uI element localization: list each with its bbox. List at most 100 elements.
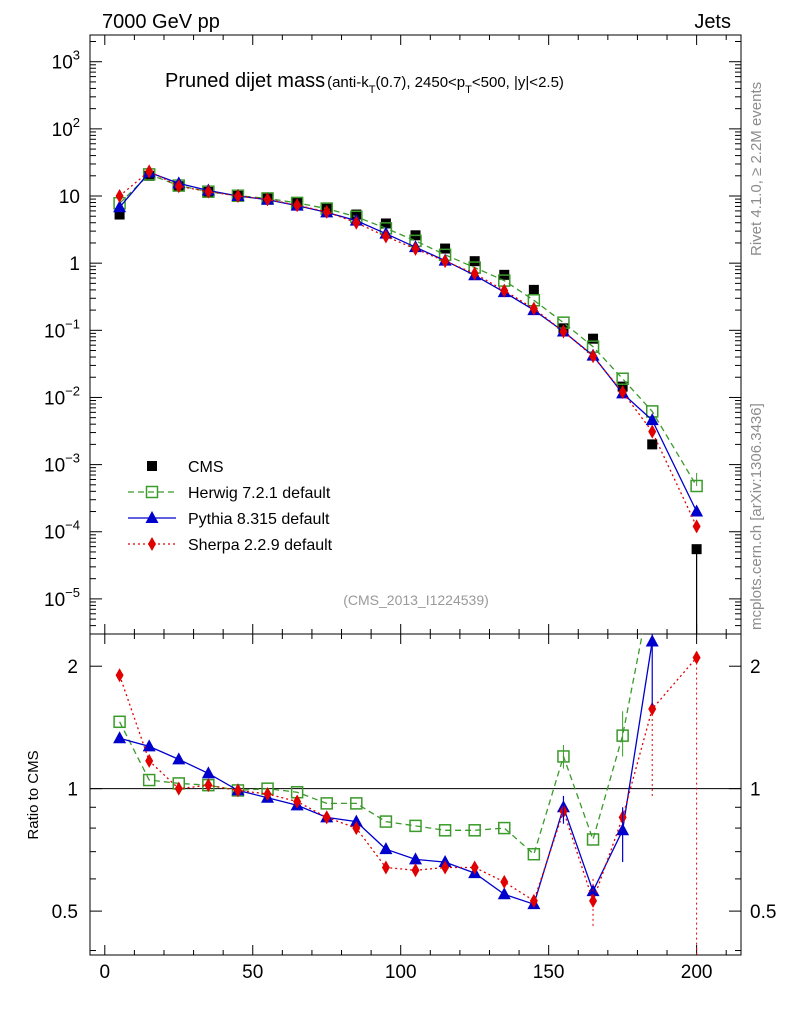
header-right: Jets bbox=[694, 11, 731, 33]
title-sub-b-sub: T bbox=[465, 84, 472, 96]
x-tick-label: 150 bbox=[533, 962, 565, 983]
ratio-point-sherpa-2-2-9-default bbox=[500, 874, 509, 889]
data-point-cms bbox=[647, 439, 658, 450]
plot-title: Pruned dijet mass (anti-kT(0.7), 2450<pT<… bbox=[165, 70, 564, 96]
data-point-sherpa-2-2-9-default bbox=[352, 215, 361, 230]
legend-marker-sherpa-2-2-9-default bbox=[148, 537, 156, 551]
data-point-sherpa-2-2-9-default bbox=[263, 192, 272, 207]
y-tick-base: 10 bbox=[44, 456, 65, 477]
ratio-tick-label-left: 0.5 bbox=[52, 902, 78, 923]
analysis-label: (CMS_2013_I1224539) bbox=[343, 592, 489, 608]
ratio-panel-frame bbox=[89, 633, 742, 956]
ratio-point-pythia-8-315-default bbox=[497, 887, 511, 900]
series-line-herwig-7-2-1-default bbox=[119, 173, 698, 487]
y-tick-base: 1 bbox=[69, 254, 80, 275]
legend: CMS Herwig 7.2.1 default Pythia 8.315 defa… bbox=[128, 459, 333, 554]
ratio-point-herwig-7-2-1-default bbox=[498, 821, 511, 835]
axes-layer: 0 50 100 150 20010−510−410−310−210−111010210… bbox=[44, 34, 776, 983]
y-tick-label: 103 bbox=[52, 48, 80, 74]
marks-layer bbox=[113, 164, 704, 955]
ratio-tick-label-left: 2 bbox=[67, 657, 78, 678]
series-line-sherpa-2-2-9-default bbox=[119, 170, 698, 527]
y-tick-base: 10 bbox=[44, 523, 65, 544]
ratio-tick-label-right: 0.5 bbox=[750, 902, 776, 923]
ratio-point-sherpa-2-2-9-default bbox=[470, 860, 479, 875]
ratio-point-herwig-7-2-1-default bbox=[468, 824, 481, 837]
data-point-pythia-8-315-default bbox=[645, 413, 659, 426]
ratio-point-sherpa-2-2-9-default bbox=[529, 893, 538, 908]
data-point-sherpa-2-2-9-default bbox=[470, 266, 479, 281]
data-point-sherpa-2-2-9-default bbox=[411, 241, 420, 256]
data-point-cms bbox=[588, 333, 599, 344]
y-tick-exponent: 2 bbox=[73, 115, 80, 130]
y-tick-label: 10−5 bbox=[44, 585, 80, 611]
ratio-point-herwig-7-2-1-default bbox=[142, 773, 156, 787]
data-point-pythia-8-315-default bbox=[113, 200, 127, 213]
data-point-cms bbox=[528, 284, 539, 295]
ratio-point-herwig-7-2-1-default bbox=[113, 715, 126, 729]
title-sub-a-sub: T bbox=[369, 84, 376, 96]
ratio-point-sherpa-2-2-9-default bbox=[441, 860, 450, 875]
y-tick-label: 10−1 bbox=[44, 316, 80, 342]
ratio-point-herwig-7-2-1-default bbox=[527, 847, 541, 861]
data-point-cms bbox=[469, 256, 480, 267]
y-tick-label: 1 bbox=[69, 254, 80, 275]
x-tick-label: 50 bbox=[242, 962, 263, 983]
ratio-point-pythia-8-315-default bbox=[142, 739, 156, 752]
data-point-sherpa-2-2-9-default bbox=[115, 189, 124, 204]
data-point-sherpa-2-2-9-default bbox=[322, 204, 331, 219]
ratio-point-pythia-8-315-default bbox=[349, 814, 363, 827]
data-point-cms bbox=[440, 243, 451, 254]
y-tick-label: 10−4 bbox=[44, 518, 80, 544]
x-tick-label: 200 bbox=[681, 962, 713, 983]
ratio-point-herwig-7-2-1-default bbox=[409, 819, 422, 833]
legend-label-pythia-8-315-default: Pythia 8.315 default bbox=[188, 511, 330, 528]
title-sub-a: (anti-k bbox=[327, 74, 369, 91]
data-point-sherpa-2-2-9-default bbox=[559, 324, 568, 339]
title-sub-c: <500, |y|<2.5) bbox=[472, 74, 564, 91]
ratio-point-sherpa-2-2-9-default bbox=[174, 781, 183, 796]
ratio-point-herwig-7-2-1-default bbox=[586, 833, 600, 846]
data-point-cms bbox=[114, 209, 125, 220]
ratio-point-sherpa-2-2-9-default bbox=[411, 863, 420, 878]
y-tick-label: 10 bbox=[59, 187, 80, 208]
ratio-tick-label-right: 2 bbox=[750, 657, 761, 678]
ratio-tick-label-left: 1 bbox=[67, 780, 78, 801]
mcplots-label: mcplots.cern.ch [arXiv:1306.3436] bbox=[748, 403, 765, 630]
data-point-sherpa-2-2-9-default bbox=[648, 424, 657, 439]
ratio-point-herwig-7-2-1-default bbox=[647, 578, 658, 589]
data-point-sherpa-2-2-9-default bbox=[500, 283, 509, 298]
data-point-sherpa-2-2-9-default bbox=[204, 184, 213, 199]
y-tick-exponent: 3 bbox=[73, 48, 80, 63]
y-tick-base: 10 bbox=[59, 187, 80, 208]
legend-marker-cms bbox=[147, 461, 157, 471]
y-tick-exponent: −5 bbox=[65, 585, 80, 600]
rivet-version-label: Rivet 4.1.0, ≥ 2.2M events bbox=[748, 82, 765, 256]
title-main: Pruned dijet mass bbox=[165, 70, 325, 92]
ratio-point-pythia-8-315-default bbox=[409, 852, 422, 865]
data-point-sherpa-2-2-9-default bbox=[381, 229, 390, 244]
ratio-point-sherpa-2-2-9-default bbox=[352, 821, 361, 836]
ratio-line-sherpa-2-2-9-default bbox=[118, 657, 698, 903]
y-tick-base: 10 bbox=[44, 321, 65, 342]
data-point-sherpa-2-2-9-default bbox=[145, 164, 154, 179]
y-tick-label: 10−2 bbox=[44, 383, 80, 409]
ratio-tick-label-right: 1 bbox=[750, 780, 761, 801]
legend-marker-pythia-8-315-default bbox=[145, 511, 159, 523]
ratio-point-sherpa-2-2-9-default bbox=[204, 778, 213, 793]
y-tick-base: 10 bbox=[52, 53, 73, 74]
data-point-sherpa-2-2-9-default bbox=[293, 198, 302, 213]
header-left: 7000 GeV pp bbox=[102, 11, 220, 33]
ratio-point-sherpa-2-2-9-default bbox=[293, 794, 302, 809]
y-tick-base: 10 bbox=[44, 388, 65, 409]
y-tick-exponent: −3 bbox=[65, 451, 80, 466]
data-point-sherpa-2-2-9-default bbox=[529, 301, 538, 316]
main-panel-marks bbox=[113, 164, 704, 634]
data-point-sherpa-2-2-9-default bbox=[174, 179, 183, 194]
ratio-point-sherpa-2-2-9-default bbox=[145, 753, 154, 768]
data-point-sherpa-2-2-9-default bbox=[618, 385, 627, 400]
ratio-point-herwig-7-2-1-default bbox=[350, 797, 363, 810]
ratio-y-label: Ratio to CMS bbox=[25, 750, 42, 839]
legend-label-sherpa-2-2-9-default: Sherpa 2.2.9 default bbox=[188, 537, 333, 554]
